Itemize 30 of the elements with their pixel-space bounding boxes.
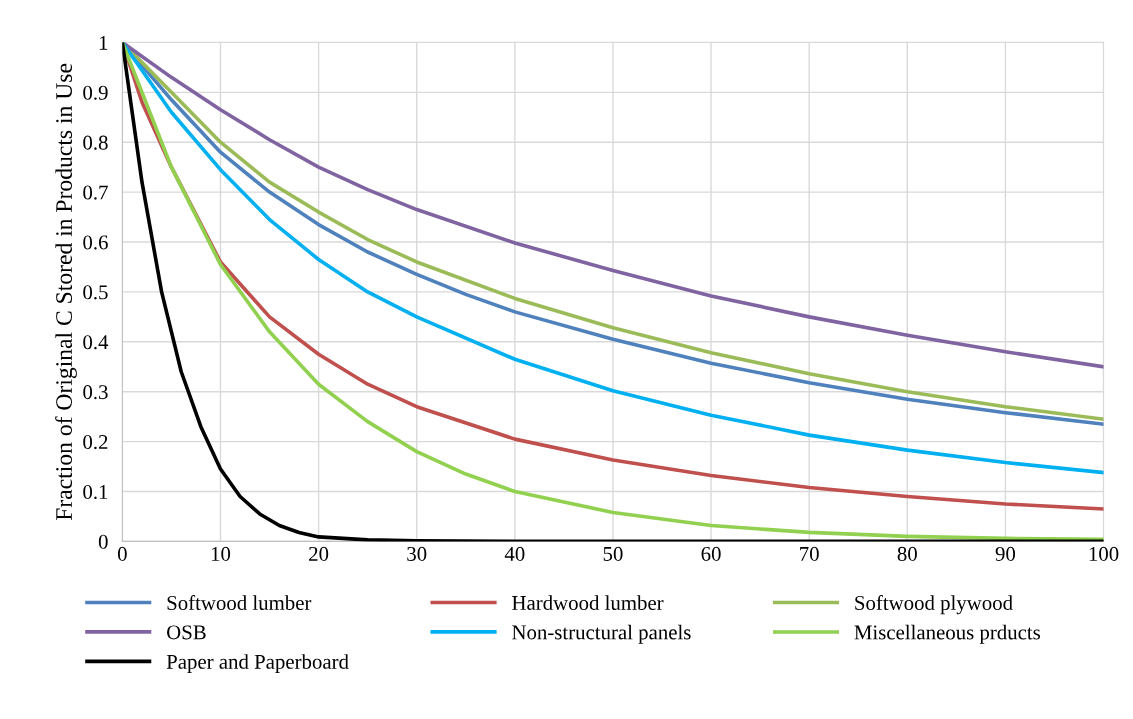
y-tick-label: 0.8 bbox=[83, 135, 108, 150]
legend-label: Miscellaneous prducts bbox=[854, 624, 1041, 644]
x-tick-label: 0 bbox=[117, 546, 127, 561]
y-tick-label: 0 bbox=[98, 534, 108, 549]
legend-label: Non-structural panels bbox=[512, 624, 691, 644]
legend-label: Hardwood lumber bbox=[512, 595, 664, 610]
x-tick-label: 20 bbox=[309, 546, 329, 561]
y-tick-label: 0.5 bbox=[83, 285, 108, 300]
x-tick-label: 40 bbox=[504, 546, 525, 561]
x-tick-label: 50 bbox=[603, 546, 623, 561]
y-tick-label: 0.6 bbox=[83, 235, 108, 250]
y-tick-label: 0.2 bbox=[83, 434, 108, 450]
y-tick-label: 0.9 bbox=[83, 85, 108, 100]
legend-label: Softwood lumber bbox=[167, 595, 312, 610]
x-tick-label: 80 bbox=[897, 546, 917, 561]
y-tick-label: 0.4 bbox=[83, 335, 109, 350]
x-tick-label: 30 bbox=[407, 546, 427, 561]
y-tick-label: 0.1 bbox=[83, 484, 108, 500]
y-axis-title: Fraction of Original C Stored in Products in Use bbox=[55, 63, 77, 521]
x-tick-label: 100 bbox=[1089, 546, 1119, 561]
legend-label: Softwood plywood bbox=[855, 595, 1013, 615]
legend-label: Paper and Paperboard bbox=[166, 654, 349, 674]
x-tick-label: 90 bbox=[995, 546, 1016, 561]
x-tick-label: 10 bbox=[211, 546, 231, 561]
y-tick-label: 1 bbox=[99, 35, 108, 50]
x-tick-label: 70 bbox=[800, 546, 819, 561]
y-tick-label: 0.7 bbox=[83, 185, 108, 200]
x-tick-label: 60 bbox=[701, 546, 721, 561]
legend-label: OSB bbox=[167, 625, 206, 640]
y-tick-label: 0.3 bbox=[83, 385, 108, 400]
